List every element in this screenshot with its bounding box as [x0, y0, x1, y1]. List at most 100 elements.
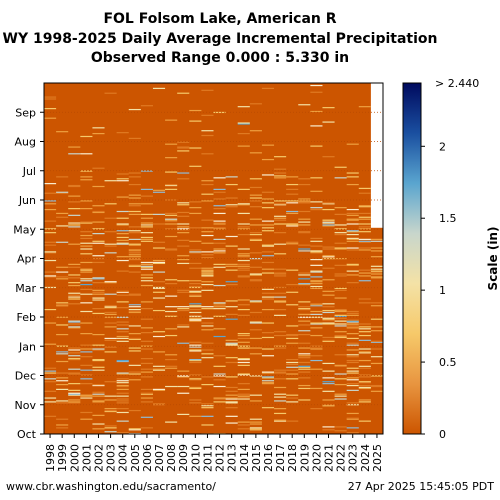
precip-day-cell: [128, 194, 141, 196]
precip-day-cell: [189, 295, 202, 297]
precip-day-cell: [189, 306, 202, 308]
precip-day-cell: [225, 401, 238, 403]
precip-day-cell: [201, 183, 214, 186]
precip-day-cell: [44, 241, 57, 243]
precip-day-cell: [213, 375, 226, 377]
precip-day-cell: [80, 378, 93, 380]
precip-day-cell: [346, 237, 359, 240]
precip-day-cell: [334, 264, 347, 266]
x-tick-label: 2003: [105, 444, 118, 472]
precip-day-cell: [274, 331, 287, 333]
precip-day-cell: [104, 409, 117, 412]
precip-day-cell: [68, 185, 81, 188]
precip-day-cell: [213, 328, 226, 330]
precip-day-cell: [358, 328, 371, 330]
precip-day-cell: [201, 325, 214, 327]
precip-day-cell: [286, 212, 299, 215]
precip-day-cell: [334, 334, 347, 337]
precip-day-cell: [128, 258, 141, 261]
precip-day-cell: [298, 347, 311, 349]
precip-day-cell: [177, 262, 190, 265]
precip-day-cell: [358, 323, 371, 325]
precip-day-cell: [189, 303, 202, 305]
precip-day-cell: [92, 349, 105, 351]
precip-day-cell: [128, 210, 141, 213]
precip-day-cell: [177, 202, 190, 204]
precip-day-cell: [358, 374, 371, 376]
precip-day-cell: [177, 370, 190, 372]
precip-day-cell: [177, 342, 190, 344]
y-tick-label: Jan: [18, 340, 36, 353]
precip-day-cell: [201, 89, 214, 91]
precip-day-cell: [92, 358, 105, 361]
precip-day-cell: [68, 347, 81, 349]
precip-day-cell: [261, 202, 275, 204]
precip-day-cell: [104, 231, 117, 233]
precip-day-cell: [322, 219, 335, 221]
precip-day-cell: [201, 272, 214, 274]
precip-day-cell: [201, 383, 214, 386]
precip-day-cell: [189, 374, 202, 376]
precip-day-cell: [225, 344, 238, 346]
precip-day-cell: [152, 241, 166, 243]
precip-day-cell: [249, 258, 262, 260]
precip-day-cell: [116, 384, 129, 387]
precip-day-cell: [346, 212, 359, 215]
precip-day-cell: [370, 390, 383, 392]
precip-day-cell: [189, 346, 202, 348]
precip-day-cell: [128, 252, 141, 254]
precip-day-cell: [261, 191, 275, 193]
precip-day-cell: [237, 248, 250, 250]
y-tick-label: Jun: [18, 194, 36, 207]
precip-day-cell: [334, 335, 347, 338]
precip-day-cell: [189, 350, 202, 352]
precip-day-cell: [274, 334, 287, 337]
precip-day-cell: [346, 219, 359, 221]
precip-day-cell: [334, 308, 347, 311]
precip-day-cell: [68, 326, 81, 328]
precip-day-cell: [152, 351, 166, 353]
precip-day-cell: [116, 239, 129, 241]
precip-day-cell: [92, 400, 105, 402]
precip-day-cell: [322, 381, 335, 383]
precip-day-cell: [249, 152, 262, 154]
precip-day-cell: [322, 339, 335, 341]
precip-day-cell: [237, 358, 250, 360]
precip-day-cell: [286, 183, 299, 186]
precip-day-cell: [346, 404, 359, 406]
precip-day-cell: [189, 361, 202, 364]
precip-day-cell: [310, 323, 323, 325]
precip-day-cell: [334, 289, 347, 291]
precip-day-cell: [274, 175, 287, 177]
precip-day-cell: [56, 305, 69, 307]
precip-day-cell: [213, 263, 226, 265]
precip-day-cell: [189, 341, 202, 343]
precip-day-cell: [177, 392, 190, 394]
precip-day-cell: [128, 429, 141, 431]
precip-day-cell: [334, 383, 347, 386]
precip-day-cell: [310, 276, 323, 278]
source-url[interactable]: www.cbr.washington.edu/sacramento/: [6, 480, 216, 493]
precip-day-cell: [44, 259, 57, 262]
precip-day-cell: [56, 276, 69, 278]
precip-day-cell: [165, 295, 178, 297]
precip-day-cell: [128, 203, 141, 205]
precip-day-cell: [68, 224, 81, 226]
precip-day-cell: [140, 392, 153, 394]
precip-day-cell: [140, 371, 153, 373]
precip-day-cell: [370, 326, 383, 328]
x-tick-label: 2020: [310, 444, 323, 472]
precip-day-cell: [92, 383, 105, 386]
precip-day-cell: [44, 108, 57, 110]
precip-day-cell: [322, 222, 335, 224]
precip-day-cell: [56, 380, 69, 382]
precip-day-cell: [189, 344, 202, 346]
precip-day-cell: [261, 372, 275, 374]
precip-day-cell: [237, 314, 250, 316]
precip-day-cell: [346, 344, 359, 346]
precip-day-cell: [44, 251, 57, 253]
precip-day-cell: [68, 399, 81, 401]
precip-day-cell: [358, 351, 371, 353]
precip-day-cell: [310, 355, 323, 357]
precip-day-cell: [358, 231, 371, 233]
